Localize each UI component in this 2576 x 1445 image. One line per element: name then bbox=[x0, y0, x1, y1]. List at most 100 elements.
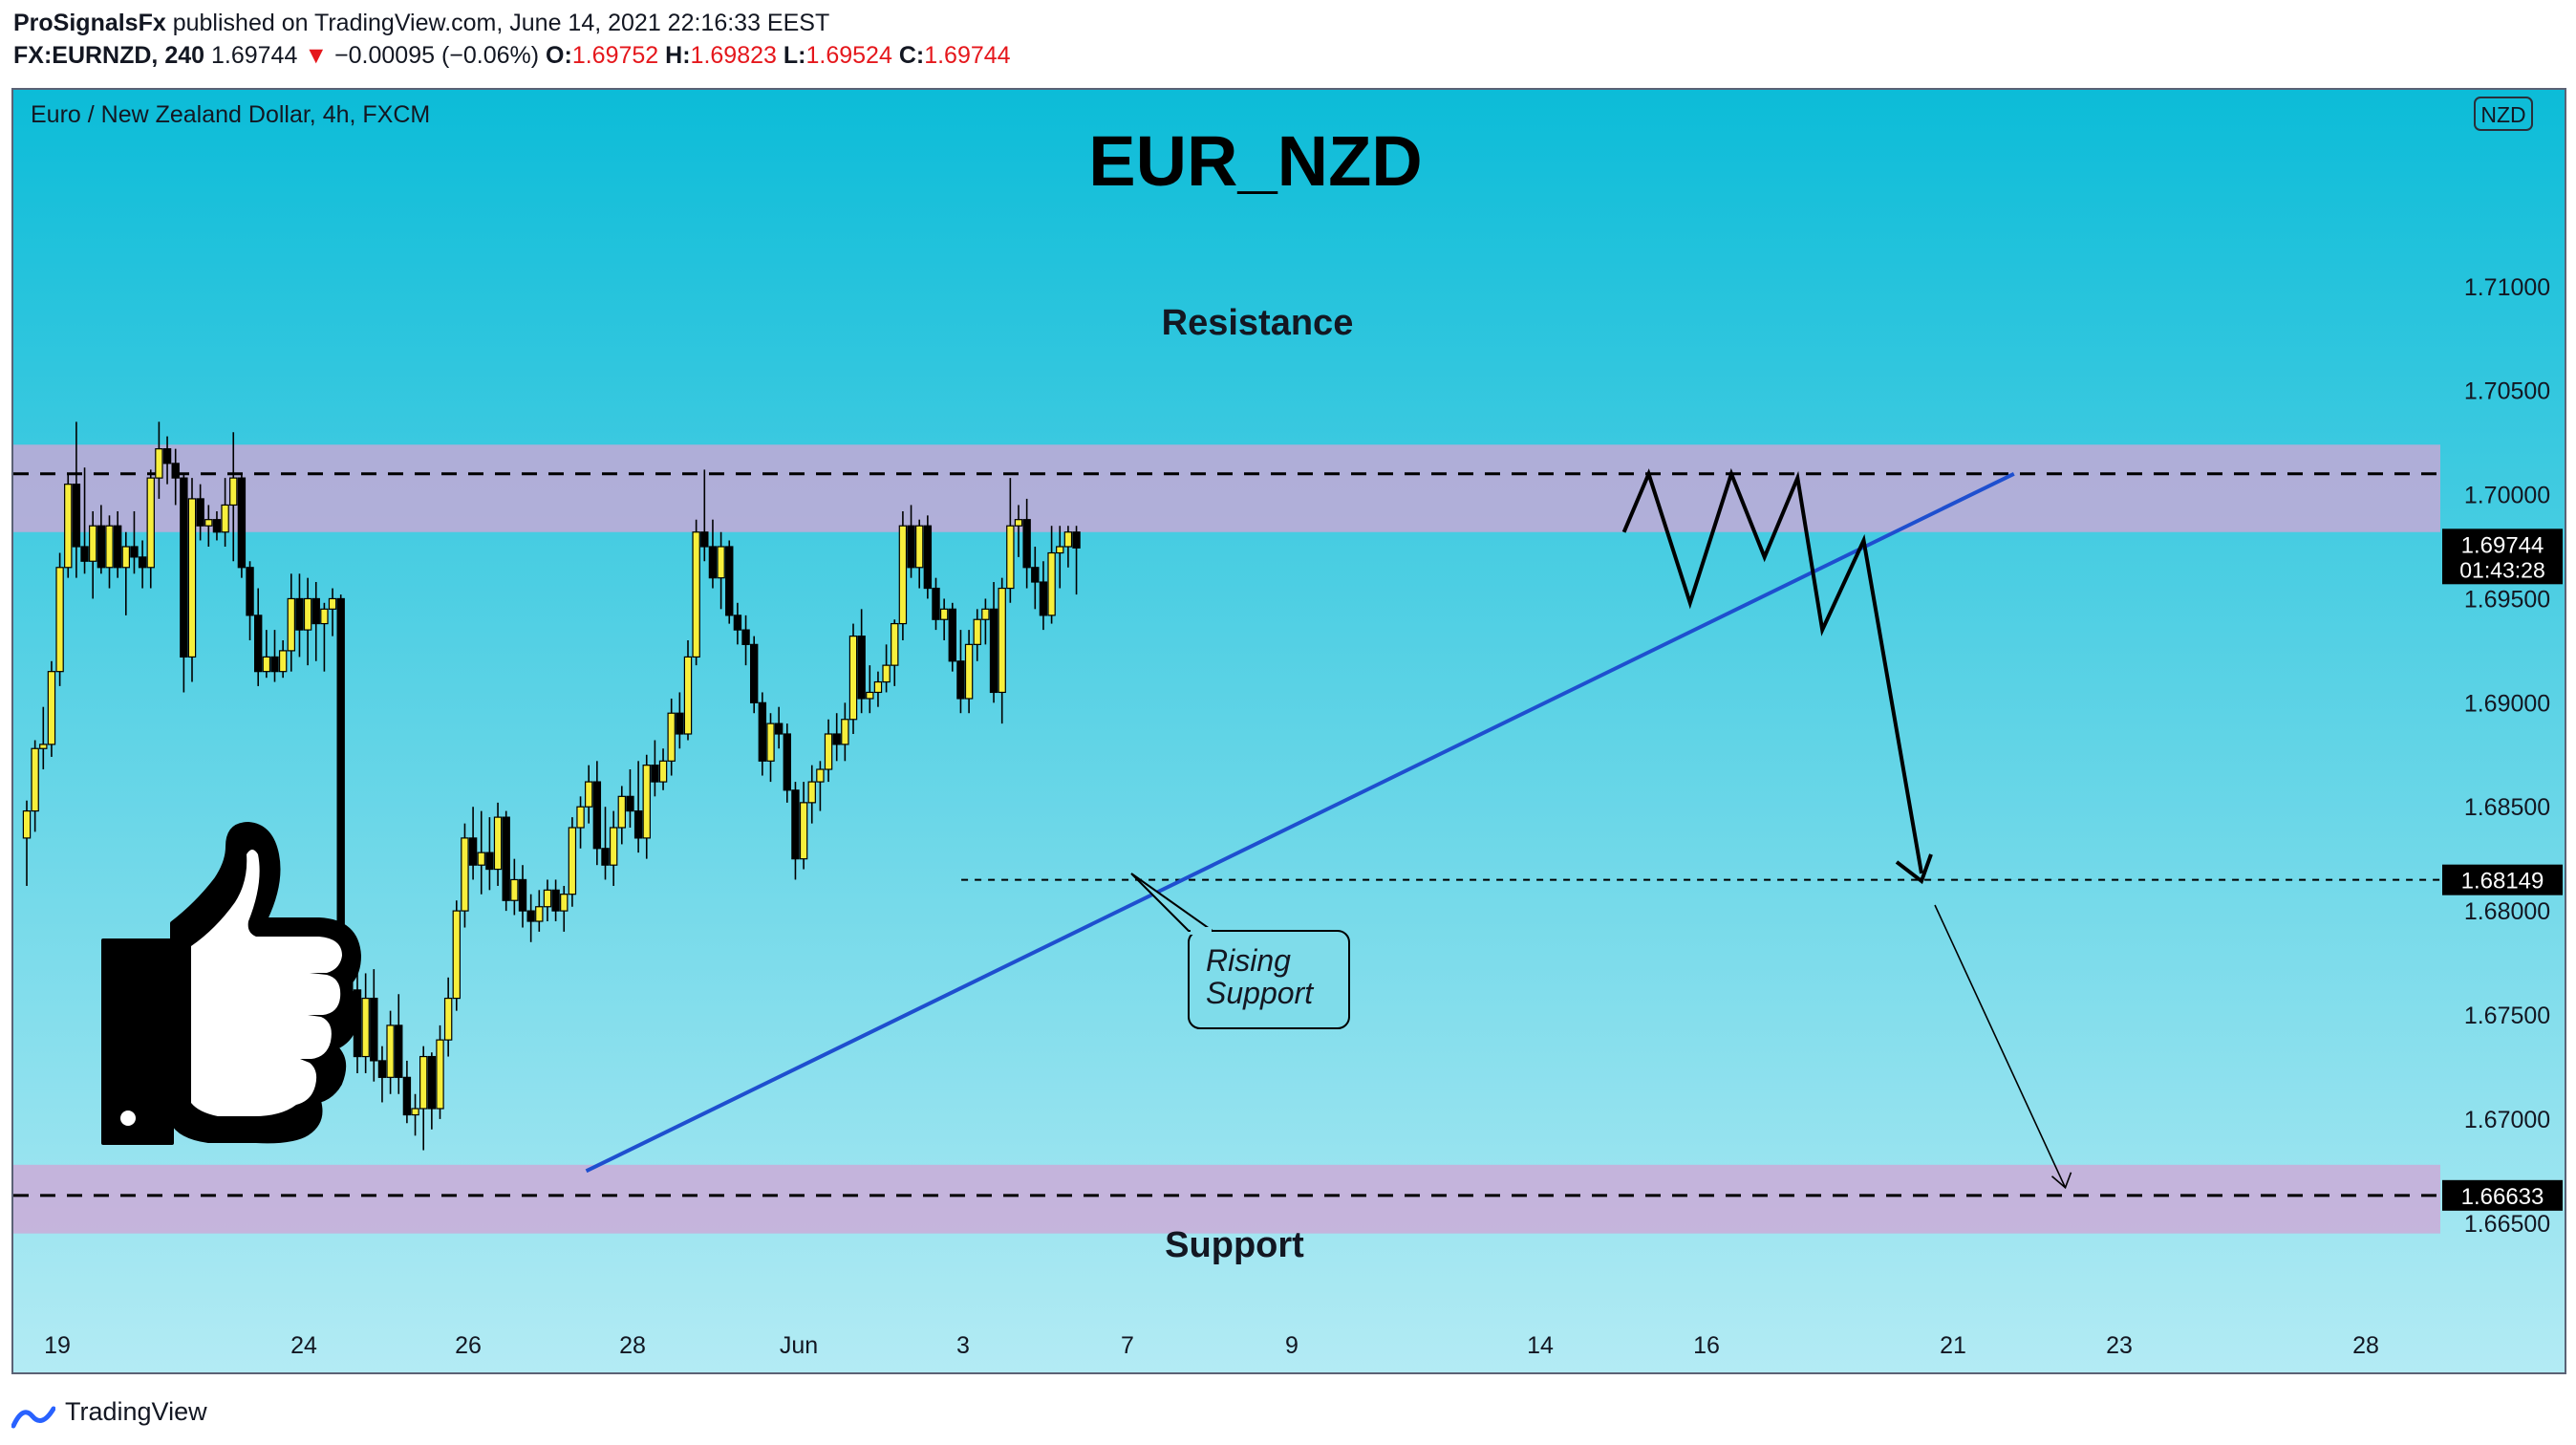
candle-up-body bbox=[576, 806, 585, 829]
resistance-label: Resistance bbox=[1162, 303, 1354, 343]
high-label: H: bbox=[665, 42, 691, 69]
candle bbox=[700, 469, 709, 562]
candle-up-body bbox=[617, 795, 627, 829]
candle-down-body bbox=[857, 636, 866, 700]
x-tick-label: 28 bbox=[619, 1332, 646, 1359]
open-label: O: bbox=[546, 42, 572, 69]
candle-up-body bbox=[328, 597, 337, 610]
candle bbox=[411, 1093, 419, 1136]
candle-up-body bbox=[22, 809, 32, 839]
candle bbox=[676, 692, 684, 749]
currency-badge-box bbox=[2474, 97, 2533, 131]
candle-down-body bbox=[989, 608, 998, 694]
candle-down-body bbox=[907, 525, 915, 569]
candle-up-body bbox=[717, 546, 725, 579]
last-price: 1.69744 bbox=[211, 42, 298, 69]
candle bbox=[386, 1010, 395, 1094]
candle-up-body bbox=[493, 816, 503, 871]
candle-down-body bbox=[402, 1076, 412, 1116]
candle bbox=[270, 630, 279, 682]
candle bbox=[932, 577, 940, 631]
candle-down-body bbox=[427, 1055, 437, 1110]
candle bbox=[592, 761, 602, 866]
candle bbox=[749, 636, 759, 714]
candle-down-body bbox=[162, 448, 172, 464]
candle-down-body bbox=[774, 722, 784, 735]
y-tick-label: 1.70000 bbox=[2464, 483, 2550, 509]
tradingview-logo-icon[interactable] bbox=[11, 1403, 55, 1432]
candle-down-body bbox=[485, 852, 494, 871]
candle bbox=[295, 573, 304, 658]
candle bbox=[807, 765, 816, 824]
y-tick-label: 1.67000 bbox=[2464, 1107, 2550, 1133]
price-change: −0.00095 (−0.06%) bbox=[334, 42, 540, 69]
x-tick-label: 19 bbox=[44, 1332, 71, 1359]
candle bbox=[783, 723, 792, 803]
candle bbox=[733, 602, 742, 645]
candle-down-body bbox=[113, 525, 122, 569]
candle-down-body bbox=[295, 597, 304, 631]
candle bbox=[105, 515, 114, 589]
candle bbox=[667, 698, 676, 776]
candle-up-body bbox=[973, 618, 981, 645]
candle-up-body bbox=[1006, 525, 1015, 590]
chart-title: EUR_NZD bbox=[1088, 121, 1422, 201]
candle-up-body bbox=[667, 712, 676, 762]
candle bbox=[907, 505, 915, 578]
candle bbox=[799, 782, 808, 870]
candle-down-body bbox=[791, 789, 800, 860]
candle bbox=[535, 890, 544, 932]
candle bbox=[518, 865, 527, 928]
candle-up-body bbox=[891, 622, 899, 666]
candle bbox=[171, 448, 180, 506]
x-tick-label: Jun bbox=[780, 1332, 818, 1359]
y-tick-label: 1.70500 bbox=[2464, 378, 2550, 405]
candle-up-body bbox=[584, 781, 593, 808]
candle bbox=[898, 510, 908, 640]
candle-down-body bbox=[212, 519, 222, 533]
candle-down-body bbox=[551, 889, 560, 912]
tradingview-brand[interactable]: TradingView bbox=[65, 1397, 207, 1426]
candle bbox=[551, 879, 560, 921]
candle bbox=[262, 630, 271, 679]
candle bbox=[526, 894, 535, 942]
candle bbox=[633, 761, 643, 853]
chart-frame[interactable]: Euro / New Zealand Dollar, 4h, FXCM EUR_N… bbox=[11, 88, 2566, 1374]
author-name[interactable]: ProSignalsFx bbox=[13, 10, 166, 36]
candle-down-body bbox=[237, 477, 247, 569]
candle bbox=[658, 748, 668, 790]
candle-down-body bbox=[651, 765, 659, 783]
candle-down-body bbox=[502, 816, 510, 901]
callout-joint bbox=[1191, 927, 1212, 935]
y-tick-label: 1.71000 bbox=[2464, 274, 2550, 301]
candle bbox=[88, 510, 97, 599]
high-value: 1.69823 bbox=[690, 42, 777, 69]
candle bbox=[683, 640, 693, 741]
candle-up-body bbox=[386, 1024, 395, 1078]
candle-down-body bbox=[601, 848, 610, 866]
x-tick-label: 23 bbox=[2106, 1332, 2133, 1359]
price-tag-countdown: 01:43:28 bbox=[2459, 557, 2545, 582]
candle-down-body bbox=[171, 463, 180, 479]
candle bbox=[493, 802, 503, 886]
candle-up-body bbox=[64, 484, 73, 569]
candle bbox=[162, 436, 172, 485]
candle-up-body bbox=[882, 664, 891, 683]
candle-down-body bbox=[526, 910, 535, 922]
candle-up-body bbox=[452, 910, 462, 1000]
candle-down-body bbox=[370, 997, 378, 1062]
price-tag-value: 1.68149 bbox=[2461, 869, 2544, 895]
x-tick-label: 3 bbox=[956, 1332, 970, 1359]
candle-up-body bbox=[477, 852, 485, 866]
candle bbox=[328, 588, 337, 636]
candle bbox=[824, 719, 833, 783]
candle bbox=[510, 858, 519, 916]
candle-down-body bbox=[741, 629, 750, 645]
chart-canvas[interactable]: Euro / New Zealand Dollar, 4h, FXCM EUR_N… bbox=[13, 90, 2565, 1372]
symbol-label: FX:EURNZD, 240 bbox=[13, 42, 205, 69]
candle bbox=[502, 810, 510, 912]
candle bbox=[443, 977, 453, 1057]
candle bbox=[914, 519, 924, 589]
candle bbox=[741, 615, 750, 666]
